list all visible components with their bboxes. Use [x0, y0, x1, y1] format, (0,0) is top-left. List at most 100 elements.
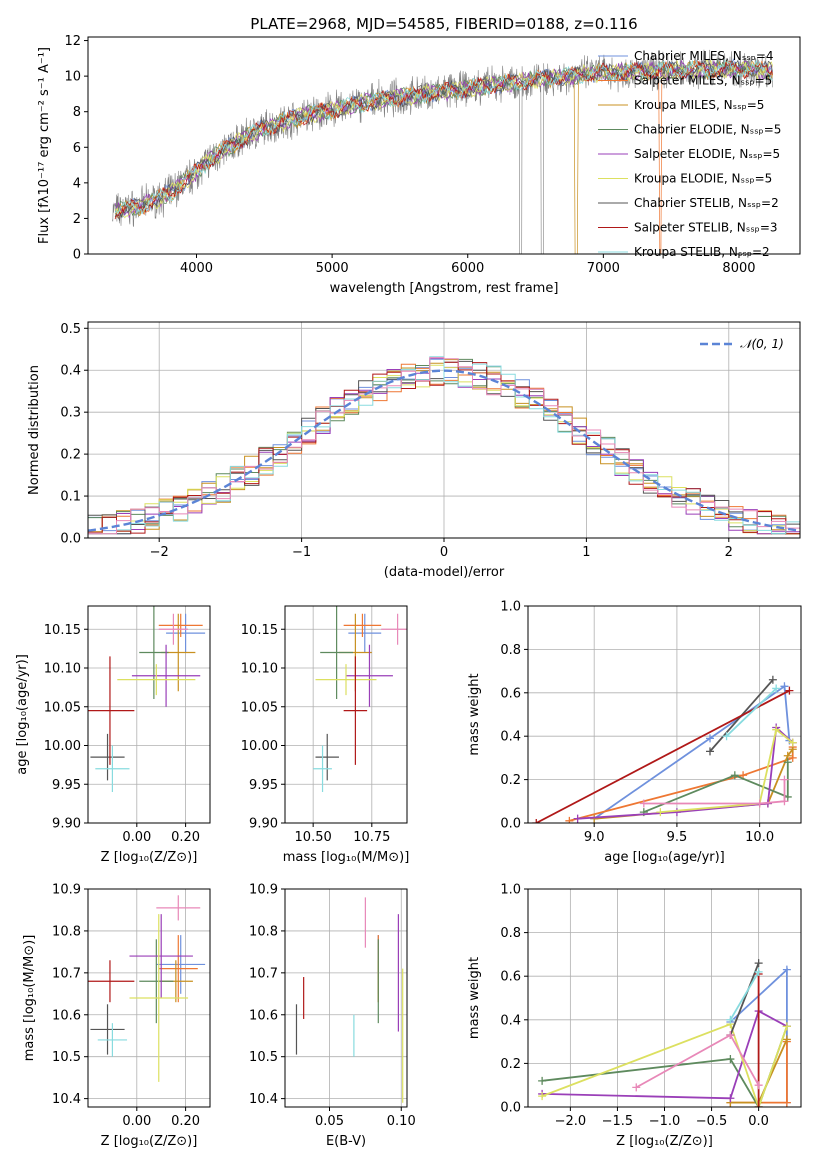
y-tick-label: 10.00: [44, 739, 81, 754]
panel-weight-vs-age: 9.0 9.5 10.0 0.0 0.2 0.4 0.6 0.8 1.0 age [log₁₀(a…: [467, 600, 802, 865]
weight-marker-10-2: [755, 799, 764, 808]
y-tick-label: 0.0: [500, 817, 521, 832]
y-tick-label: 10.10: [241, 662, 278, 677]
gaussian-curve: [88, 369, 798, 532]
y-tick-label: 0: [73, 248, 81, 263]
chart-title: PLATE=2968, MJD=54585, FIBERID=0188, z=0…: [250, 15, 637, 33]
x-axis-label: Z [log₁₀(Z/Z⊙)]: [101, 850, 198, 865]
weight-line-5: [542, 1009, 788, 1100]
weight-line-5: [577, 725, 794, 820]
weight-marker-6-1: [538, 1092, 547, 1101]
axes-frame: [284, 605, 408, 824]
y-tick-label: 10.6: [52, 1008, 81, 1023]
weight-marker-2-3: [788, 753, 797, 762]
y-tick-label: 0.0: [60, 532, 81, 547]
x-tick-label: −1.5: [602, 1114, 634, 1129]
legend-label-7: Chabrier STELIB, Nₛₛₚ=2: [634, 196, 779, 210]
weight-marker-2-2: [782, 1098, 791, 1107]
weight-marker-10-1: [639, 799, 648, 808]
y-tick-label: 10.8: [249, 924, 278, 939]
x-tick-label: 5000: [316, 261, 349, 276]
legend: 𝒩(0, 1): [700, 337, 784, 351]
x-tick-label: 0.20: [171, 1114, 200, 1129]
x-tick-label: 0.05: [315, 1114, 344, 1129]
panel-weight-vs-Z: −2.0 −1.5 −1.0 −0.5 0.0 0.0 0.2 0.4 0.6 0.8 1.0 Z […: [467, 883, 802, 1149]
y-tick-label: 10.5: [249, 1050, 278, 1065]
y-tick-label: 12: [64, 34, 81, 49]
weight-marker-9-2: [772, 684, 781, 693]
y-tick-label: 10: [64, 70, 81, 85]
legend-label-6: Kroupa ELODIE, Nₛₛₚ=5: [634, 172, 772, 186]
model-line-7: [114, 59, 773, 222]
y-tick-label: 0.0: [500, 1101, 521, 1116]
x-tick-label: 9.0: [584, 830, 605, 845]
weight-marker-1-2: [706, 734, 714, 743]
y-tick-label: 10.05: [241, 700, 278, 715]
weight-marker-6-1: [656, 808, 665, 817]
axes-frame: [87, 888, 211, 1108]
weight-marker-4-4: [783, 758, 792, 767]
x-tick-label: −0.5: [696, 1114, 728, 1129]
model-line-9: [114, 59, 773, 215]
y-tick-label: 6: [73, 141, 81, 156]
legend-label-2: Salpeter MILES, Nₛₛₚ=5: [634, 74, 772, 88]
weight-marker-9-2: [754, 967, 763, 976]
y-tick-label: 9.95: [249, 778, 278, 793]
y-tick-label: 10.15: [241, 623, 278, 638]
weight-marker-6-3: [772, 725, 781, 734]
y-tick-label: 0.4: [500, 730, 521, 745]
panel-residuals: 𝒩(0, 1) −2 −1 0 1 2 0.0 0.1 0.2 0.3 0.4 0.5 (data-mo…: [27, 321, 801, 580]
y-tick-label: 0.8: [500, 926, 521, 941]
x-tick-label: 0.0: [748, 1114, 769, 1129]
x-tick-label: 2: [725, 545, 733, 560]
weight-marker-8-1: [532, 819, 541, 823]
x-tick-label: 1: [582, 545, 590, 560]
y-tick-label: 9.95: [52, 778, 81, 793]
weight-marker-4-2: [730, 771, 739, 780]
y-tick-label: 0.5: [60, 322, 81, 337]
y-tick-label: 0.6: [500, 970, 521, 985]
y-axis-label: age [log₁₀(age/yr)]: [15, 654, 30, 775]
plot-area-residuals: [88, 322, 800, 538]
legend-label-9: Kroupa STELIB, Nₛₛₚ=2: [634, 245, 770, 259]
x-axis-label: age [log₁₀(age/yr)]: [604, 850, 725, 865]
y-tick-label: 0.3: [60, 406, 81, 421]
axes-frame: [527, 605, 802, 824]
weight-marker-5-2: [726, 1094, 735, 1103]
weight-line-10: [643, 779, 786, 805]
plot-area-age-vs-mass: [285, 606, 407, 823]
weight-marker-9-1: [722, 732, 731, 741]
weight-marker-1-3: [780, 682, 789, 691]
x-tick-label: 10.50: [295, 830, 332, 845]
x-tick-label: 0.10: [387, 1114, 416, 1129]
x-axis-label: (data-model)/error: [384, 565, 505, 580]
weight-marker-10-4: [780, 775, 789, 784]
model-line-8: [114, 60, 773, 220]
weight-marker-7-2: [768, 675, 777, 684]
y-tick-label: 10.7: [249, 966, 278, 981]
weight-line-6: [660, 728, 794, 813]
legend: Chabrier MILES, Nₛₛₚ=4 Salpeter MILES, Nₛ…: [598, 49, 781, 259]
plot-area-mass-vs-ebv: [285, 889, 407, 1107]
y-tick-label: 0.4: [60, 364, 81, 379]
weight-marker-2-1: [565, 816, 574, 823]
y-tick-label: 0.1: [60, 490, 81, 505]
x-tick-label: 0.00: [122, 830, 151, 845]
weight-line-9: [725, 687, 777, 737]
panel-mass-vs-Z: 0.00 0.20 10.4 10.5 10.6 10.7 10.8 10.9 Z [log₁₀…: [22, 883, 211, 1149]
y-tick-label: 0.8: [500, 643, 521, 658]
legend-label-5: Salpeter ELODIE, Nₛₛₚ=5: [634, 147, 780, 161]
plot-area-weight-vs-age: [528, 606, 801, 823]
y-tick-label: 1.0: [500, 600, 521, 615]
y-tick-label: 0.2: [60, 448, 81, 463]
plot-area-mass-vs-Z: [88, 889, 210, 1107]
y-axis-label: mass [log₁₀(M/M⊙)]: [22, 935, 37, 1062]
y-tick-label: 0.2: [500, 773, 521, 788]
weight-marker-8-1: [754, 1103, 763, 1107]
x-axis-label: Z [log₁₀(Z/Z⊙)]: [101, 1134, 198, 1149]
y-tick-label: 0.2: [500, 1057, 521, 1072]
x-tick-label: −1: [292, 545, 311, 560]
plot-area-age-vs-Z: [88, 606, 210, 823]
x-axis-label: mass [log₁₀(M/M⊙)]: [283, 850, 410, 865]
